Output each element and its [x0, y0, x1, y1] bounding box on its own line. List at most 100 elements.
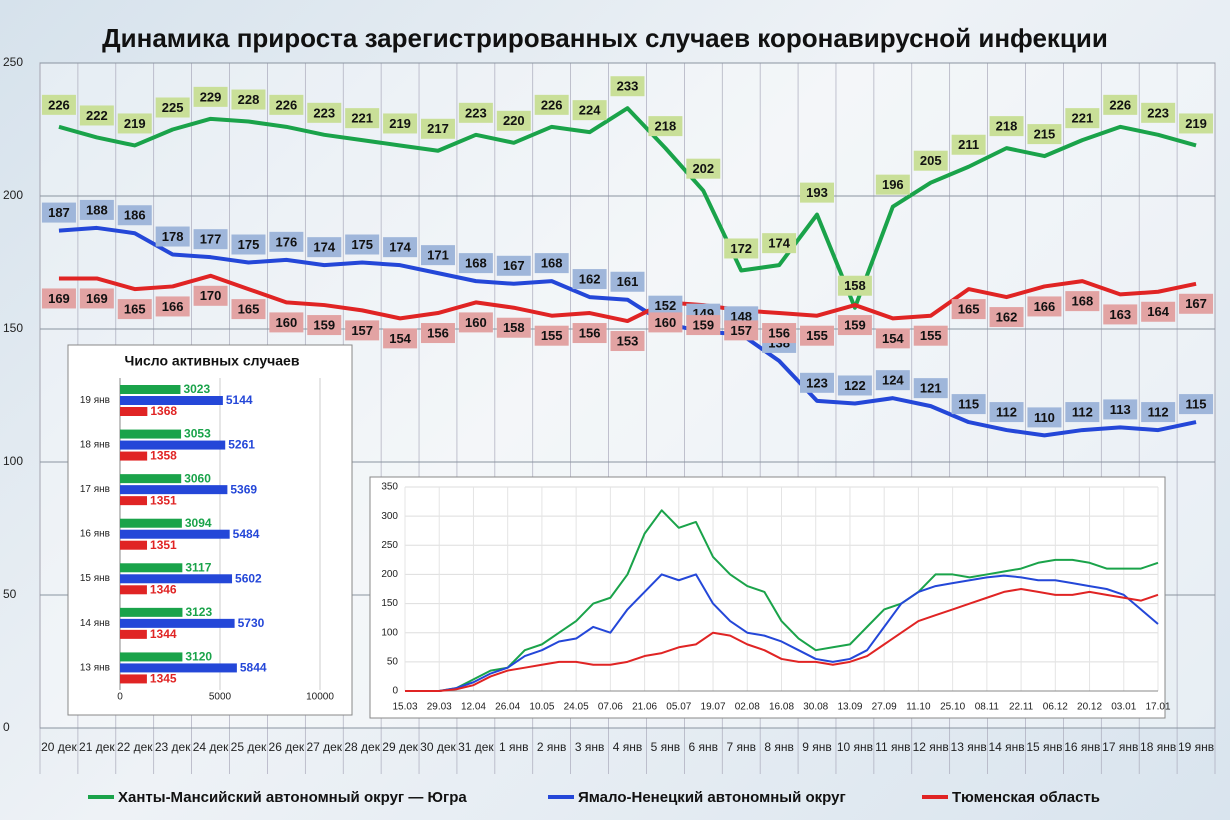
x-tick-label: 15 янв: [1026, 740, 1063, 754]
data-label-box: [420, 245, 455, 266]
y-tick-label: 17 янв: [80, 484, 110, 495]
data-label: 155: [806, 328, 828, 343]
x-tick-label: 07.06: [598, 702, 623, 713]
x-tick-label: 8 янв: [764, 740, 794, 754]
data-label-box: [1027, 407, 1062, 428]
data-label: 5844: [240, 661, 267, 675]
data-label-box: [193, 86, 228, 107]
data-label: 174: [768, 236, 790, 251]
data-label-box: [269, 231, 304, 252]
y-tick-label: 100: [3, 454, 23, 468]
y-tick-label: 15 янв: [80, 573, 110, 584]
data-label: 3023: [183, 382, 210, 396]
data-label-box: [307, 102, 342, 123]
data-label: 1358: [150, 449, 177, 463]
y-tick-label: 14 янв: [80, 618, 110, 629]
x-tick-label: 10.05: [529, 702, 554, 713]
data-label: 226: [276, 97, 298, 112]
data-label: 156: [768, 325, 790, 340]
data-label: 233: [617, 79, 639, 94]
x-tick-label: 24.05: [564, 702, 589, 713]
data-label: 218: [655, 119, 677, 134]
data-label-box: [269, 94, 304, 115]
data-label: 167: [1185, 296, 1207, 311]
data-label-box: [762, 233, 797, 254]
bar: [120, 663, 237, 673]
data-label: 174: [313, 240, 335, 255]
data-label: 164: [1147, 304, 1169, 319]
data-label-box: [534, 325, 569, 346]
data-label: 219: [389, 116, 411, 131]
x-tick-label: 28 дек: [344, 740, 380, 754]
data-label: 202: [692, 161, 714, 176]
data-label-box: [41, 202, 76, 223]
x-tick-label: 0: [117, 692, 123, 703]
y-tick-label: 100: [381, 627, 398, 638]
data-label-box: [1141, 301, 1176, 322]
x-tick-label: 06.12: [1043, 702, 1068, 713]
data-label: 188: [86, 202, 108, 217]
data-label: 154: [389, 331, 411, 346]
bar: [120, 496, 148, 506]
bar: [120, 518, 182, 528]
data-label-box: [572, 323, 607, 344]
data-label-box: [1027, 124, 1062, 145]
data-label-box: [117, 299, 152, 320]
data-label: 160: [276, 315, 298, 330]
data-label-box: [1141, 102, 1176, 123]
data-label: 225: [162, 100, 184, 115]
data-label: 1368: [150, 404, 177, 418]
x-tick-label: 9 янв: [802, 740, 832, 754]
inset-title: Число активных случаев: [125, 353, 300, 369]
data-label: 154: [882, 331, 904, 346]
data-label: 115: [1186, 397, 1207, 412]
data-label-box: [496, 317, 531, 338]
data-label: 211: [958, 137, 979, 152]
data-label-box: [913, 378, 948, 399]
data-label: 152: [655, 298, 677, 313]
x-tick-label: 18 янв: [1140, 740, 1177, 754]
data-label-box: [117, 113, 152, 134]
x-tick-label: 10000: [306, 692, 334, 703]
data-label-box: [420, 118, 455, 139]
data-label: 205: [920, 153, 942, 168]
data-label: 163: [1109, 307, 1131, 322]
data-label: 153: [617, 333, 639, 348]
data-label: 5484: [233, 527, 260, 541]
data-label: 110: [1034, 410, 1055, 425]
data-label: 219: [1185, 116, 1207, 131]
bar: [120, 540, 148, 550]
data-label: 5730: [238, 616, 265, 630]
data-label-box: [534, 94, 569, 115]
data-label: 3117: [185, 560, 211, 574]
x-tick-label: 24 дек: [192, 740, 229, 754]
series-line: [58, 225, 1197, 438]
x-tick-label: 20 дек: [41, 740, 77, 754]
x-tick-label: 17.01: [1145, 702, 1170, 713]
data-label-box: [837, 315, 872, 336]
data-label-box: [1103, 304, 1138, 325]
data-label: 221: [351, 111, 373, 126]
data-label-box: [989, 116, 1024, 137]
x-tick-label: 30 дек: [420, 740, 456, 754]
data-label: 171: [427, 248, 449, 263]
data-label: 121: [920, 381, 942, 396]
x-tick-label: 1 янв: [499, 740, 529, 754]
data-label-box: [383, 113, 418, 134]
x-tick-label: 13 янв: [950, 740, 987, 754]
data-label-box: [79, 199, 114, 220]
y-tick-label: 13 янв: [80, 662, 110, 673]
data-label: 3094: [185, 516, 212, 530]
data-label: 3120: [185, 650, 212, 664]
x-tick-label: 16 янв: [1064, 740, 1101, 754]
x-tick-label: 21.06: [632, 702, 657, 713]
data-label: 186: [124, 208, 146, 223]
data-label: 5144: [226, 393, 253, 407]
data-label: 165: [124, 302, 146, 317]
data-label: 1351: [150, 493, 177, 507]
x-tick-label: 22.11: [1009, 702, 1034, 713]
data-label: 165: [958, 302, 980, 317]
data-label: 193: [806, 185, 828, 200]
data-label-box: [383, 328, 418, 349]
legend-label: Ямало-Ненецкий автономный округ: [578, 789, 846, 806]
